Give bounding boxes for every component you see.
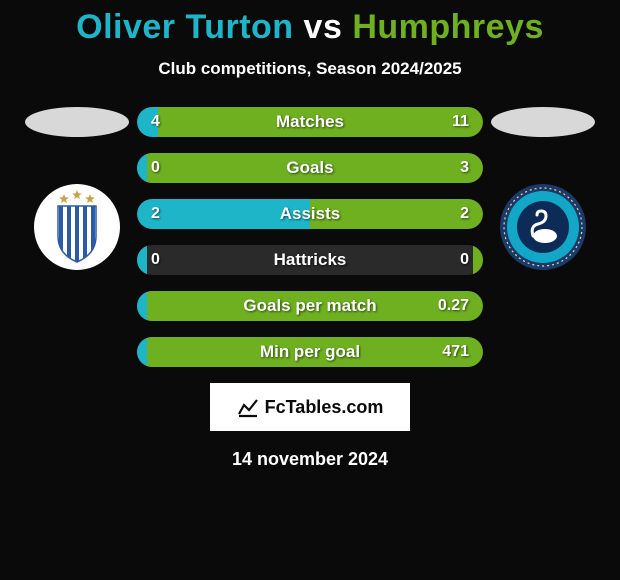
page-title: Oliver Turton vs Humphreys	[0, 8, 620, 47]
right-club-crest	[495, 179, 591, 275]
left-flag-ellipse	[25, 107, 129, 137]
subtitle: Club competitions, Season 2024/2025	[0, 59, 620, 79]
stat-row: 0Goals3	[137, 153, 483, 183]
left-club-crest	[29, 179, 125, 275]
stat-label: Goals	[137, 158, 483, 178]
stat-label: Assists	[137, 204, 483, 224]
branding-text: FcTables.com	[265, 397, 384, 418]
player2-name: Humphreys	[352, 8, 544, 46]
right-value: 2	[460, 205, 469, 223]
right-value: 11	[452, 113, 469, 131]
right-column	[483, 107, 603, 275]
stat-row: Goals per match0.27	[137, 291, 483, 321]
stat-row: 0Hattricks0	[137, 245, 483, 275]
right-value: 3	[460, 159, 469, 177]
stats-bars: 4Matches110Goals32Assists20Hattricks0Goa…	[137, 107, 483, 367]
right-value: 0.27	[438, 297, 469, 315]
right-value: 0	[460, 251, 469, 269]
stat-row: Min per goal471	[137, 337, 483, 367]
huddersfield-crest-icon	[34, 184, 120, 270]
stat-row: 2Assists2	[137, 199, 483, 229]
branding-icon	[237, 396, 259, 418]
right-value: 471	[442, 343, 469, 361]
player1-name: Oliver Turton	[76, 8, 293, 46]
comparison-infographic: Oliver Turton vs Humphreys Club competit…	[0, 0, 620, 470]
branding-badge: FcTables.com	[210, 383, 410, 431]
main-row: 4Matches110Goals32Assists20Hattricks0Goa…	[0, 107, 620, 367]
stat-row: 4Matches11	[137, 107, 483, 137]
stat-label: Goals per match	[137, 296, 483, 316]
stat-label: Hattricks	[137, 250, 483, 270]
wycombe-crest-icon	[500, 184, 586, 270]
stat-label: Matches	[137, 112, 483, 132]
vs-text: vs	[304, 8, 343, 46]
date-label: 14 november 2024	[0, 449, 620, 470]
stat-label: Min per goal	[137, 342, 483, 362]
right-flag-ellipse	[491, 107, 595, 137]
left-column	[17, 107, 137, 275]
